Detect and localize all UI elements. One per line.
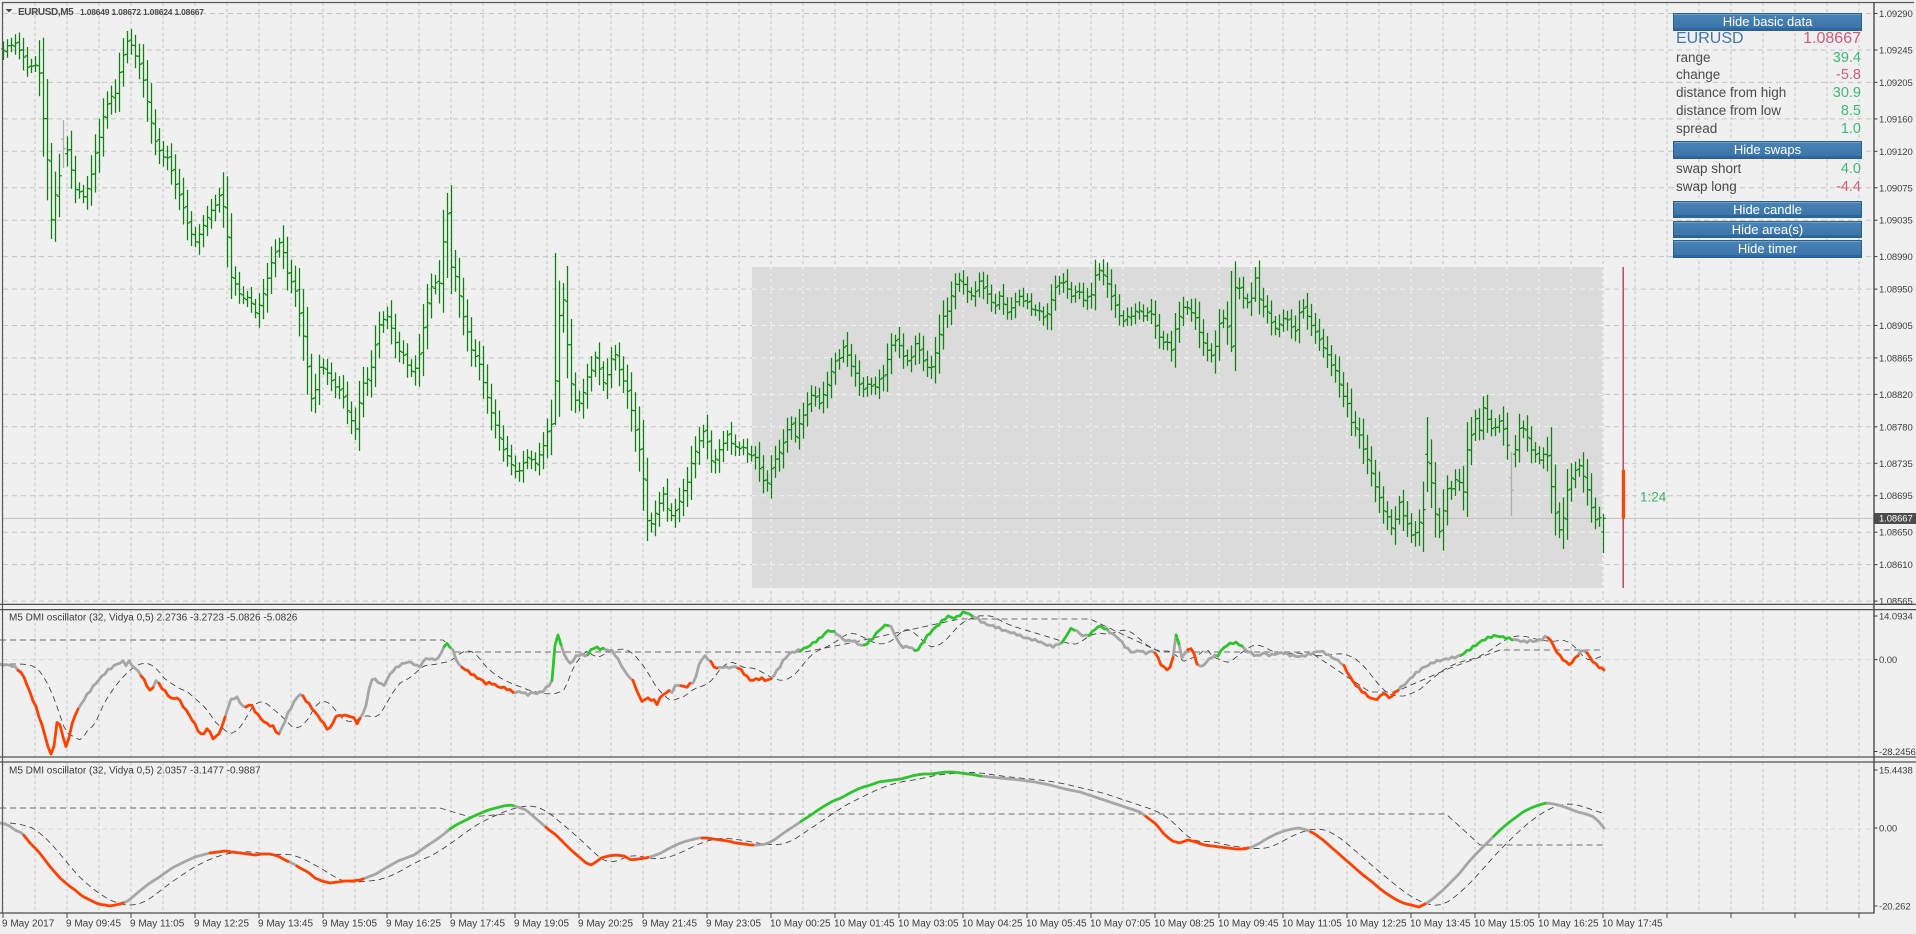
svg-text:M5 DMI oscillator (32, Vidya 0: M5 DMI oscillator (32, Vidya 0,5) 2.0357… xyxy=(9,766,261,777)
svg-text:EURUSD,M5: EURUSD,M5 xyxy=(18,7,74,18)
svg-text:1.08650: 1.08650 xyxy=(1879,528,1913,539)
svg-text:10 May 08:25: 10 May 08:25 xyxy=(1154,919,1215,930)
svg-text:1.08950: 1.08950 xyxy=(1879,285,1913,296)
svg-text:9 May 11:05: 9 May 11:05 xyxy=(130,919,185,930)
svg-text:1:24: 1:24 xyxy=(1640,490,1667,505)
svg-text:10 May 13:45: 10 May 13:45 xyxy=(1410,919,1471,930)
svg-text:10 May 01:45: 10 May 01:45 xyxy=(834,919,895,930)
svg-text:1.08667: 1.08667 xyxy=(1879,514,1913,525)
svg-text:1.08990: 1.08990 xyxy=(1879,252,1913,263)
svg-text:14.0934: 14.0934 xyxy=(1879,612,1913,623)
svg-text:9 May 13:45: 9 May 13:45 xyxy=(258,919,313,930)
svg-text:1.09160: 1.09160 xyxy=(1879,114,1913,125)
svg-text:10 May 05:45: 10 May 05:45 xyxy=(1026,919,1087,930)
svg-text:10 May 11:05: 10 May 11:05 xyxy=(1282,919,1342,930)
svg-text:1.09075: 1.09075 xyxy=(1879,183,1913,194)
svg-text:10 May 16:25: 10 May 16:25 xyxy=(1538,919,1599,930)
svg-text:9 May 15:05: 9 May 15:05 xyxy=(322,919,377,930)
svg-text:1.08610: 1.08610 xyxy=(1879,560,1913,571)
svg-text:1.08820: 1.08820 xyxy=(1879,390,1913,401)
svg-text:10 May 04:25: 10 May 04:25 xyxy=(962,919,1023,930)
svg-text:10 May 07:05: 10 May 07:05 xyxy=(1090,919,1151,930)
svg-text:15.4438: 15.4438 xyxy=(1879,766,1913,777)
svg-text:1.08780: 1.08780 xyxy=(1879,422,1913,433)
svg-text:9 May 23:05: 9 May 23:05 xyxy=(706,919,761,930)
svg-text:M5 DMI oscillator (32, Vidya 0: M5 DMI oscillator (32, Vidya 0,5) 2.2736… xyxy=(9,613,298,624)
svg-text:-28.2456: -28.2456 xyxy=(1879,747,1916,758)
svg-text:9 May 2017: 9 May 2017 xyxy=(2,919,55,930)
svg-text:9 May 17:45: 9 May 17:45 xyxy=(450,919,505,930)
svg-text:1.08865: 1.08865 xyxy=(1879,353,1913,364)
svg-text:0.00: 0.00 xyxy=(1879,824,1897,835)
svg-text:9 May 21:45: 9 May 21:45 xyxy=(642,919,697,930)
svg-text:1.09120: 1.09120 xyxy=(1879,147,1913,158)
svg-text:0.00: 0.00 xyxy=(1879,655,1897,666)
svg-text:1.08649 1.08672 1.08624 1.0: 1.08649 1.08672 1.08624 1.08667 xyxy=(80,7,204,17)
svg-text:1.08905: 1.08905 xyxy=(1879,321,1913,332)
svg-text:10 May 12:25: 10 May 12:25 xyxy=(1346,919,1407,930)
svg-text:1.09290: 1.09290 xyxy=(1879,9,1913,20)
svg-text:10 May 03:05: 10 May 03:05 xyxy=(898,919,959,930)
svg-text:10 May 17:45: 10 May 17:45 xyxy=(1602,919,1663,930)
svg-text:10 May 09:45: 10 May 09:45 xyxy=(1218,919,1279,930)
svg-text:10 May 00:25: 10 May 00:25 xyxy=(770,919,831,930)
svg-text:9 May 16:25: 9 May 16:25 xyxy=(386,919,441,930)
svg-text:1.09245: 1.09245 xyxy=(1879,46,1913,57)
svg-text:1.08695: 1.08695 xyxy=(1879,491,1913,502)
svg-text:1.09035: 1.09035 xyxy=(1879,216,1913,227)
svg-text:1.08735: 1.08735 xyxy=(1879,459,1913,470)
svg-text:1.09205: 1.09205 xyxy=(1879,78,1913,89)
svg-text:9 May 19:05: 9 May 19:05 xyxy=(514,919,569,930)
svg-text:9 May 20:25: 9 May 20:25 xyxy=(578,919,633,930)
svg-text:9 May 09:45: 9 May 09:45 xyxy=(66,919,121,930)
svg-text:1.08565: 1.08565 xyxy=(1879,597,1913,608)
svg-text:9 May 12:25: 9 May 12:25 xyxy=(194,919,249,930)
svg-text:10 May 15:05: 10 May 15:05 xyxy=(1474,919,1535,930)
svg-text:-20.262: -20.262 xyxy=(1879,902,1911,913)
